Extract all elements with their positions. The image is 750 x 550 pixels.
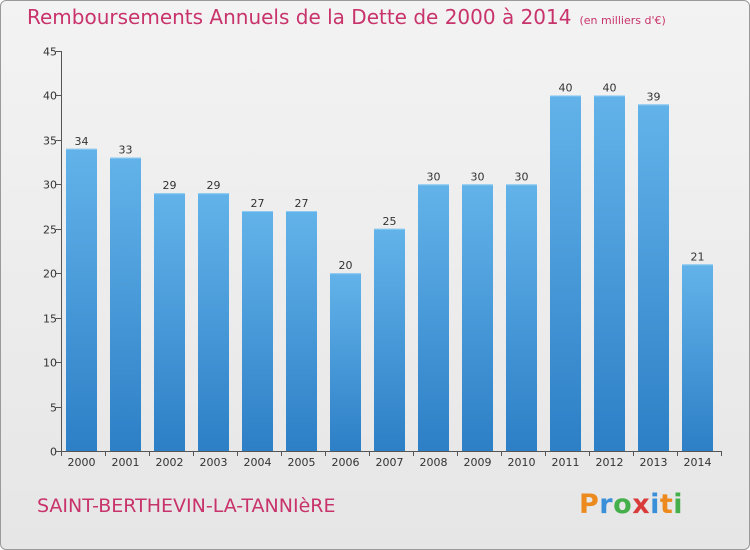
- x-tick-label-2005: 2005: [288, 456, 316, 469]
- x-tick-label-2011: 2011: [552, 456, 580, 469]
- y-tick-label-10: 10: [43, 357, 57, 370]
- y-tick-label-40: 40: [43, 90, 57, 103]
- value-label-2013: 39: [647, 90, 661, 103]
- value-label-2009: 30: [471, 170, 485, 183]
- bar-2004: [242, 211, 273, 451]
- x-tick-label-2000: 2000: [68, 456, 96, 469]
- x-tick-label-2007: 2007: [376, 456, 404, 469]
- logo-letter: r: [599, 489, 614, 520]
- town-name: SAINT-BERTHEVIN-LA-TANNIèRE: [37, 495, 336, 517]
- bar-2002: [154, 193, 185, 451]
- value-label-2002: 29: [163, 179, 177, 192]
- bar-2008: [418, 184, 449, 452]
- x-tick-label-2014: 2014: [684, 456, 712, 469]
- value-label-2011: 40: [559, 81, 573, 94]
- x-tick-label-2003: 2003: [200, 456, 228, 469]
- chart-title-text: Remboursements Annuels de la Dette de 20…: [27, 5, 572, 29]
- value-label-2008: 30: [427, 170, 441, 183]
- y-tick-label-30: 30: [43, 179, 57, 192]
- bar-2012: [594, 95, 625, 451]
- value-label-2004: 27: [251, 197, 265, 210]
- chart-title: Remboursements Annuels de la Dette de 20…: [27, 5, 666, 29]
- bar-2001: [110, 157, 141, 451]
- logo-letter: i: [650, 489, 660, 520]
- proxiti-logo[interactable]: Proxiti: [579, 489, 683, 520]
- x-tick-label-2010: 2010: [508, 456, 536, 469]
- value-label-2012: 40: [603, 81, 617, 94]
- bar-2006: [330, 273, 361, 451]
- y-tick-label-20: 20: [43, 268, 57, 281]
- logo-letter: x: [632, 489, 651, 520]
- y-tick-label-15: 15: [43, 313, 57, 326]
- y-tick-label-5: 5: [50, 402, 57, 415]
- x-tick-label-2004: 2004: [244, 456, 272, 469]
- value-label-2006: 20: [339, 259, 353, 272]
- x-tick-label-2006: 2006: [332, 456, 360, 469]
- value-label-2007: 25: [383, 215, 397, 228]
- y-tick-label-25: 25: [43, 224, 57, 237]
- value-label-2014: 21: [691, 250, 705, 263]
- bar-2000: [66, 148, 97, 451]
- y-tick-label-0: 0: [50, 446, 57, 459]
- value-label-2000: 34: [75, 135, 89, 148]
- x-tick-label-2002: 2002: [156, 456, 184, 469]
- value-label-2001: 33: [119, 144, 133, 157]
- logo-letter: o: [613, 489, 633, 520]
- x-tick-label-2012: 2012: [596, 456, 624, 469]
- logo-letter: i: [673, 489, 684, 520]
- bar-2011: [550, 95, 581, 451]
- y-tick-label-45: 45: [43, 46, 57, 59]
- bar-2005: [286, 211, 317, 451]
- x-tick-label-2008: 2008: [420, 456, 448, 469]
- bar-2007: [374, 228, 405, 451]
- x-tick-label-2001: 2001: [112, 456, 140, 469]
- bar-2003: [198, 193, 229, 451]
- value-label-2005: 27: [295, 197, 309, 210]
- bar-2010: [506, 184, 537, 452]
- bar-2013: [638, 104, 669, 451]
- value-label-2003: 29: [207, 179, 221, 192]
- x-tick-label-2013: 2013: [640, 456, 668, 469]
- x-tick-label-2009: 2009: [464, 456, 492, 469]
- value-label-2010: 30: [515, 170, 529, 183]
- y-tick-label-35: 35: [43, 135, 57, 148]
- bar-2009: [462, 184, 493, 452]
- logo-letter: P: [579, 489, 600, 520]
- chart-unit-note: (en milliers d'€): [579, 14, 666, 27]
- bar-2014: [682, 264, 713, 451]
- logo-letter: t: [659, 489, 674, 520]
